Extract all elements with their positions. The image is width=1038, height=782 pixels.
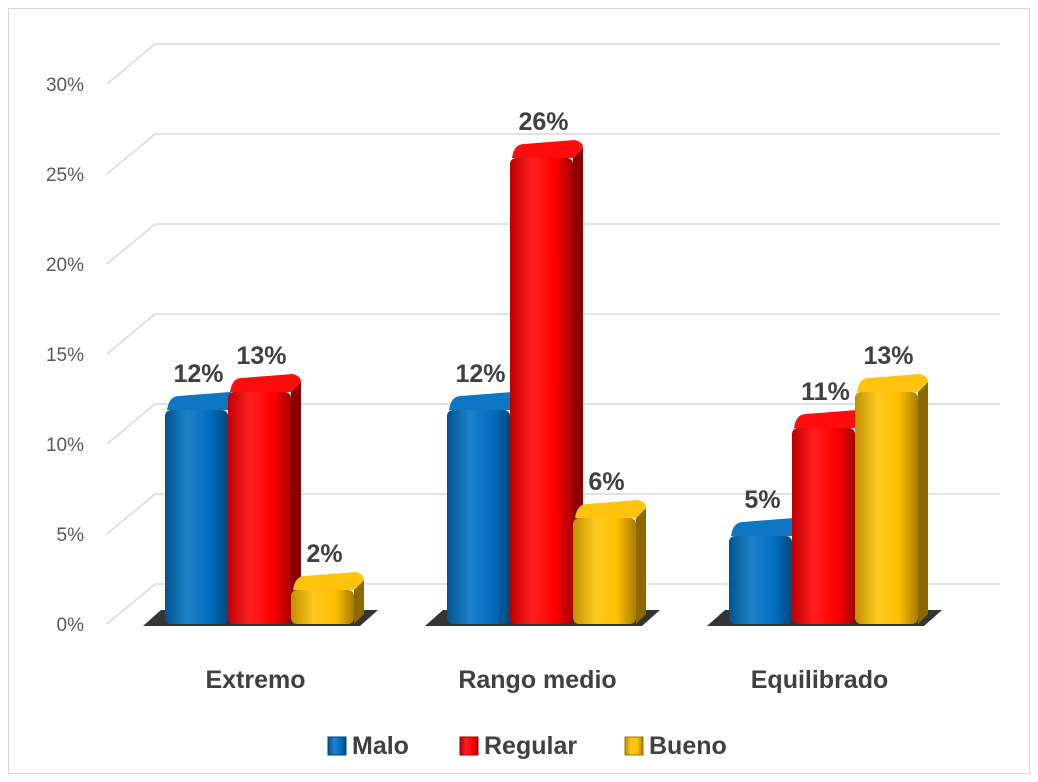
bar: [729, 518, 802, 624]
y-tick-label: 10%: [46, 435, 84, 456]
bar: [573, 500, 646, 624]
x-axis: Extremo Rango medio Equilibrado: [205, 666, 888, 694]
data-label: 26%: [518, 108, 568, 136]
data-label: 12%: [173, 360, 223, 388]
bar: [510, 140, 583, 624]
x-tick-label: Equilibrado: [751, 666, 889, 694]
y-tick-label: 25%: [46, 165, 84, 186]
data-label: 13%: [863, 342, 913, 370]
legend-label: Malo: [352, 732, 409, 760]
y-tick-label: 0%: [57, 615, 85, 636]
legend-label: Regular: [484, 732, 577, 760]
data-label: 2%: [306, 540, 342, 568]
y-tick-label: 5%: [57, 525, 85, 546]
data-label: 6%: [588, 468, 624, 496]
bars: [165, 140, 928, 624]
y-tick-label: 15%: [46, 345, 84, 366]
y-axis: 0% 5% 10% 15% 20% 25% 30%: [46, 75, 84, 636]
y-tick-label: 20%: [46, 255, 84, 276]
bar: [165, 392, 238, 624]
legend-entry: Bueno: [624, 732, 727, 760]
legend-swatch: [459, 736, 479, 756]
bar: [855, 374, 928, 624]
data-label: 12%: [455, 360, 505, 388]
bar: [447, 392, 520, 624]
legend-label: Bueno: [649, 732, 727, 760]
bar: [291, 572, 364, 624]
legend-swatch: [624, 736, 644, 756]
gridline: [106, 133, 1000, 175]
y-tick-label: 30%: [46, 75, 84, 96]
x-tick-label: Extremo: [205, 666, 305, 694]
legend-entry: Regular: [459, 732, 577, 760]
legend-entry: Malo: [327, 732, 409, 760]
data-label: 5%: [744, 486, 780, 514]
legend-swatch: [327, 736, 347, 756]
bar: [792, 410, 865, 624]
x-tick-label: Rango medio: [458, 666, 616, 694]
data-label: 11%: [801, 378, 850, 406]
gridline: [106, 43, 1000, 85]
legend: Malo Regular Bueno: [327, 732, 727, 760]
data-labels: 12% 13% 2% 12% 26% 6% 5% 11% 13%: [173, 108, 913, 568]
bar: [228, 374, 301, 624]
data-label: 13%: [236, 342, 286, 370]
